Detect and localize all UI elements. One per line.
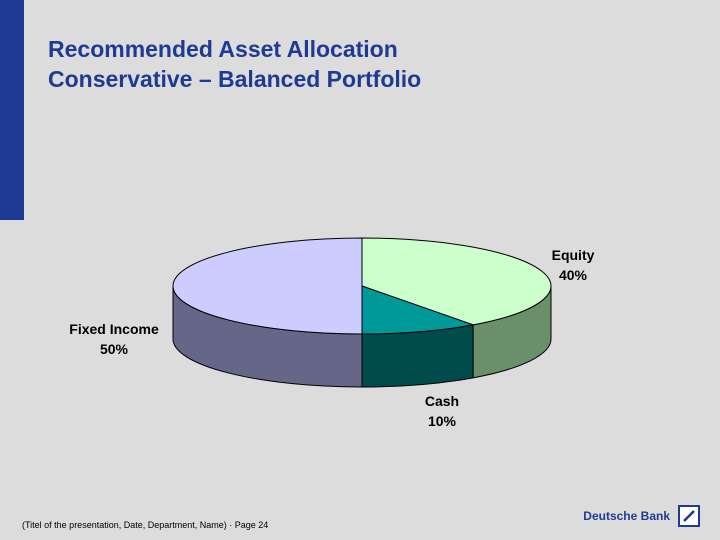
slice-label-fixed-income: Fixed Income	[69, 321, 159, 337]
brand: Deutsche Bank	[583, 505, 700, 527]
pie-slice-equity	[361, 237, 552, 326]
slice-value-fixed-income: 50%	[100, 341, 129, 357]
pie-slice-cash	[361, 285, 476, 335]
title-line-2: Conservative – Balanced Portfolio	[48, 66, 422, 92]
slice-value-cash: 10%	[428, 413, 457, 429]
slide-title: Recommended Asset Allocation Conservativ…	[48, 34, 421, 94]
pie-tops	[172, 237, 552, 335]
pie-slice-fixed-income	[172, 237, 363, 335]
slice-label-cash: Cash	[425, 393, 459, 409]
accent-bar	[0, 0, 24, 220]
slice-label-equity: Equity	[552, 247, 595, 263]
slice-value-equity: 40%	[559, 267, 588, 283]
deutsche-bank-logo-icon	[678, 505, 700, 527]
slide-footer: (Titel of the presentation, Date, Depart…	[22, 520, 269, 530]
brand-name: Deutsche Bank	[583, 509, 670, 523]
pie-sides	[172, 285, 552, 388]
pie-labels: Equity 40% Cash 10% Fixed Income 50%	[69, 247, 594, 429]
title-line-1: Recommended Asset Allocation	[48, 36, 398, 62]
